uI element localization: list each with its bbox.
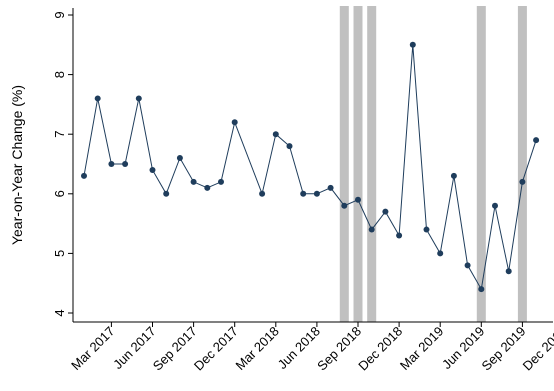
data-point (135, 95, 142, 102)
data-point (259, 190, 266, 197)
shaded-period (517, 6, 527, 322)
shaded-period (353, 6, 363, 322)
series-line (83, 44, 537, 291)
data-point (355, 196, 361, 203)
data-point (492, 202, 498, 209)
x-tick-label: Mar 2018 (232, 324, 281, 373)
data-point (313, 190, 320, 197)
data-point (437, 250, 444, 257)
data-point (300, 190, 307, 197)
x-tick-label: Dec 2018 (355, 324, 405, 374)
data-point (409, 41, 416, 48)
y-tick-label: 8 (52, 71, 67, 78)
data-point (368, 226, 375, 233)
x-tick-label: Sep 2019 (479, 324, 529, 374)
y-tick-label: 5 (52, 250, 67, 257)
data-point (149, 166, 156, 173)
data-point (382, 208, 389, 215)
data-point (533, 137, 540, 144)
y-tick-label: 9 (52, 11, 67, 18)
data-point (286, 143, 293, 150)
data-point (327, 184, 334, 191)
data-point (464, 262, 471, 269)
y-tick-label: 7 (52, 131, 67, 138)
shaded-period (476, 6, 486, 322)
data-point (478, 286, 485, 293)
data-points (81, 41, 540, 293)
data-point (176, 155, 183, 162)
data-point (423, 226, 430, 233)
shaded-period (339, 6, 349, 322)
x-tick-label: Dec 2017 (191, 324, 241, 374)
data-point (218, 178, 224, 185)
data-point (204, 184, 211, 191)
data-point (396, 232, 403, 239)
x-tick-label: Mar 2019 (397, 324, 446, 373)
y-tick-label: 6 (52, 190, 67, 197)
y-axis-title: Year-on-Year Change (%) (9, 85, 25, 245)
data-point (450, 172, 457, 179)
x-tick-label: Sep 2018 (314, 324, 364, 374)
data-point (505, 268, 512, 275)
data-point (81, 172, 87, 179)
data-point (341, 202, 348, 209)
y-ticks: 4 5 6 7 8 9 (52, 11, 73, 317)
data-point (163, 190, 170, 197)
data-point (190, 178, 197, 185)
data-point (272, 131, 279, 138)
x-tick-label: Mar 2017 (68, 324, 117, 373)
shaded-periods (339, 6, 527, 322)
data-point (122, 161, 129, 167)
data-point (108, 161, 115, 167)
data-point (231, 119, 238, 126)
x-tick-label: Sep 2017 (150, 324, 200, 374)
data-point (519, 178, 526, 185)
data-point (94, 95, 101, 102)
y-tick-label: 4 (52, 309, 67, 316)
shaded-period (367, 6, 377, 322)
